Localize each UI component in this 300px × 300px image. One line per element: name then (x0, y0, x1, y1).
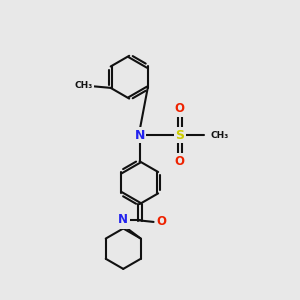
Text: N: N (134, 129, 145, 142)
Text: N: N (118, 214, 128, 227)
Text: O: O (175, 155, 185, 168)
Text: O: O (175, 103, 185, 116)
Text: CH₃: CH₃ (211, 130, 229, 140)
Text: O: O (157, 215, 166, 228)
Text: CH₃: CH₃ (75, 81, 93, 90)
Text: S: S (175, 129, 184, 142)
Text: N: N (118, 213, 128, 226)
